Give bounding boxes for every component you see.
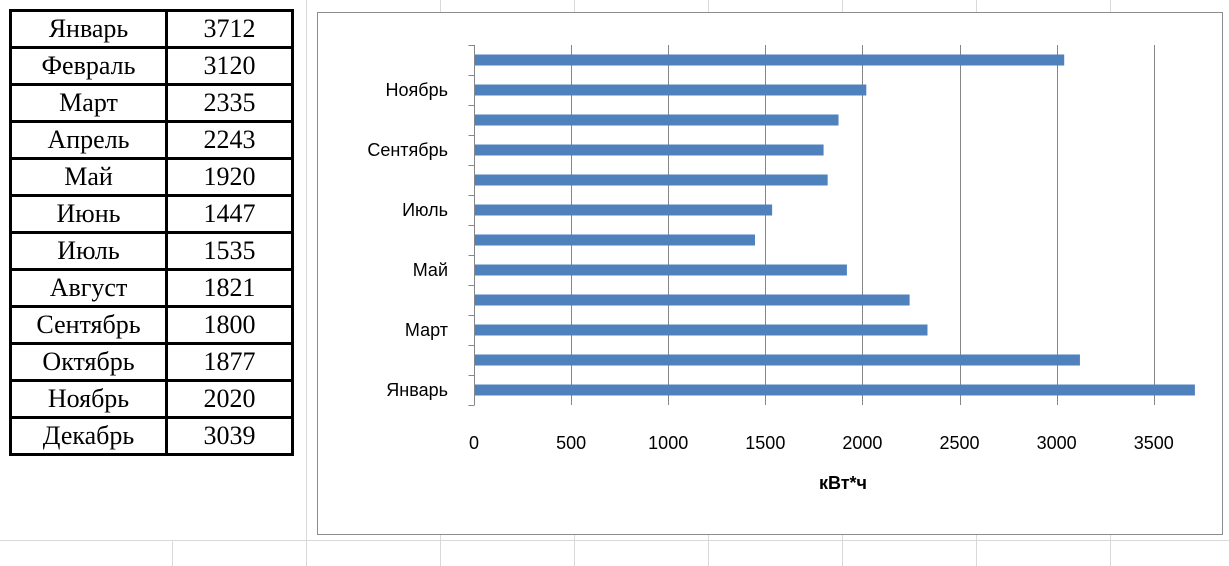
bar — [475, 144, 824, 156]
value-cell: 2020 — [165, 379, 294, 419]
bar — [475, 54, 1065, 66]
x-tick-label: 1000 — [648, 433, 688, 453]
value-cell: 3712 — [165, 9, 294, 49]
month-cell: Ноябрь — [9, 379, 168, 419]
chart-area: Январь Март Май Июль Сентябрь Ноябрь 0 500 1000 1… — [317, 12, 1223, 535]
value-cell: 1800 — [165, 305, 294, 345]
value-cell: 1821 — [165, 268, 294, 308]
y-tick-label: Ноябрь — [386, 80, 448, 100]
month-cell: Январь — [9, 9, 168, 49]
table-row: Декабрь 3039 — [9, 416, 294, 456]
y-tick-label: Июль — [402, 200, 448, 220]
bar — [475, 174, 828, 186]
month-cell: Октябрь — [9, 342, 168, 382]
table-row: Август 1821 — [9, 268, 294, 308]
month-cell: Июль — [9, 231, 168, 271]
table-row: Апрель 2243 — [9, 120, 294, 160]
bar — [475, 354, 1080, 366]
table-row: Март 2335 — [9, 83, 294, 123]
bar — [475, 204, 773, 216]
y-tick-label: Сентябрь — [367, 140, 448, 160]
bar — [475, 84, 867, 96]
bar — [475, 234, 756, 246]
y-tick-label: Май — [413, 260, 448, 280]
value-cell: 2335 — [165, 83, 294, 123]
table-row: Ноябрь 2020 — [9, 379, 294, 419]
table-row: Июнь 1447 — [9, 194, 294, 234]
x-tick-label: 2000 — [842, 433, 882, 453]
bar — [475, 324, 928, 336]
bar-chart: Январь Март Май Июль Сентябрь Ноябрь 0 500 1000 1… — [367, 45, 1195, 493]
table-row: Февраль 3120 — [9, 46, 294, 86]
month-cell: Февраль — [9, 46, 168, 86]
chart-labels: Январь Март Май Июль Сентябрь Ноябрь 0 500 1000 1… — [367, 80, 1173, 453]
bar — [475, 264, 847, 276]
chart-axes — [468, 45, 475, 406]
value-cell: 1447 — [165, 194, 294, 234]
x-tick-label: 0 — [469, 433, 479, 453]
month-cell: Декабрь — [9, 416, 168, 456]
value-cell: 1535 — [165, 231, 294, 271]
bar — [475, 294, 910, 306]
table-row: Май 1920 — [9, 157, 294, 197]
month-cell: Март — [9, 83, 168, 123]
bar — [475, 114, 839, 126]
table-row: Октябрь 1877 — [9, 342, 294, 382]
chart-bars — [475, 54, 1195, 396]
value-cell: 3120 — [165, 46, 294, 86]
month-cell: Июнь — [9, 194, 168, 234]
x-tick-label: 500 — [556, 433, 586, 453]
x-tick-label: 1500 — [745, 433, 785, 453]
value-cell: 3039 — [165, 416, 294, 456]
x-axis-title: кВт*ч — [819, 473, 867, 493]
value-cell: 1877 — [165, 342, 294, 382]
y-tick-label: Март — [405, 320, 448, 340]
month-cell: Апрель — [9, 120, 168, 160]
table-row: Сентябрь 1800 — [9, 305, 294, 345]
month-cell: Май — [9, 157, 168, 197]
chart-gridlines — [571, 45, 1155, 405]
table-row: Июль 1535 — [9, 231, 294, 271]
x-tick-label: 3000 — [1037, 433, 1077, 453]
table-row: Январь 3712 — [9, 9, 294, 49]
data-table: Январь 3712 Февраль 3120 Март 2335 Апрель 2243 М… — [9, 9, 294, 456]
month-cell: Сентябрь — [9, 305, 168, 345]
value-cell: 2243 — [165, 120, 294, 160]
x-tick-label: 3500 — [1134, 433, 1174, 453]
data-table-body: Январь 3712 Февраль 3120 Март 2335 Апрель 2243 М… — [9, 9, 294, 456]
bar — [475, 384, 1195, 396]
x-tick-label: 2500 — [940, 433, 980, 453]
value-cell: 1920 — [165, 157, 294, 197]
month-cell: Август — [9, 268, 168, 308]
y-tick-label: Январь — [386, 380, 448, 400]
